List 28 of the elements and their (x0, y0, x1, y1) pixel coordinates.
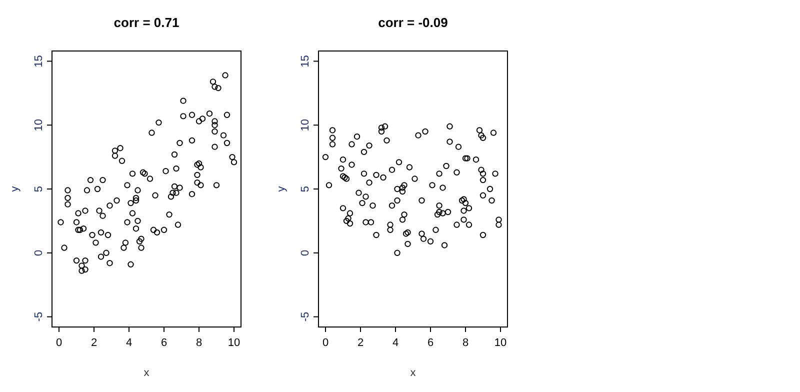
x-tick-label: 6 (160, 337, 168, 349)
y-tick-label: 10 (300, 118, 312, 132)
chart-title: corr = 0.71 (114, 15, 180, 30)
x-tick-label: 6 (427, 337, 434, 349)
x-axis-title: x (410, 367, 416, 379)
y-axis-title: y (276, 186, 288, 192)
x-tick-label: 4 (126, 337, 132, 349)
x-tick-label: 0 (56, 337, 62, 349)
y-tick-label: 5 (33, 186, 45, 192)
y-tick-label: 0 (33, 250, 45, 256)
x-axis-title: x (144, 367, 150, 379)
y-tick-label: 5 (300, 186, 312, 192)
x-tick-label: 8 (462, 337, 469, 349)
x-tick-label: 4 (392, 337, 399, 349)
x-tick-label: 0 (322, 337, 329, 349)
y-tick-label: 10 (33, 118, 45, 132)
y-tick-label: -5 (33, 312, 45, 322)
x-tick-label: 2 (90, 337, 98, 349)
y-axis-title: y (9, 186, 21, 192)
x-tick-label: 2 (357, 337, 364, 349)
x-tick-label: 10 (494, 337, 507, 349)
x-tick-label: 10 (228, 337, 240, 349)
y-tick-label: 15 (300, 55, 312, 68)
y-tick-label: 0 (300, 250, 312, 256)
y-tick-label: -5 (300, 312, 312, 322)
x-tick-label: 8 (196, 337, 202, 349)
y-tick-label: 15 (33, 55, 45, 68)
chart-title: corr = -0.09 (378, 15, 448, 30)
